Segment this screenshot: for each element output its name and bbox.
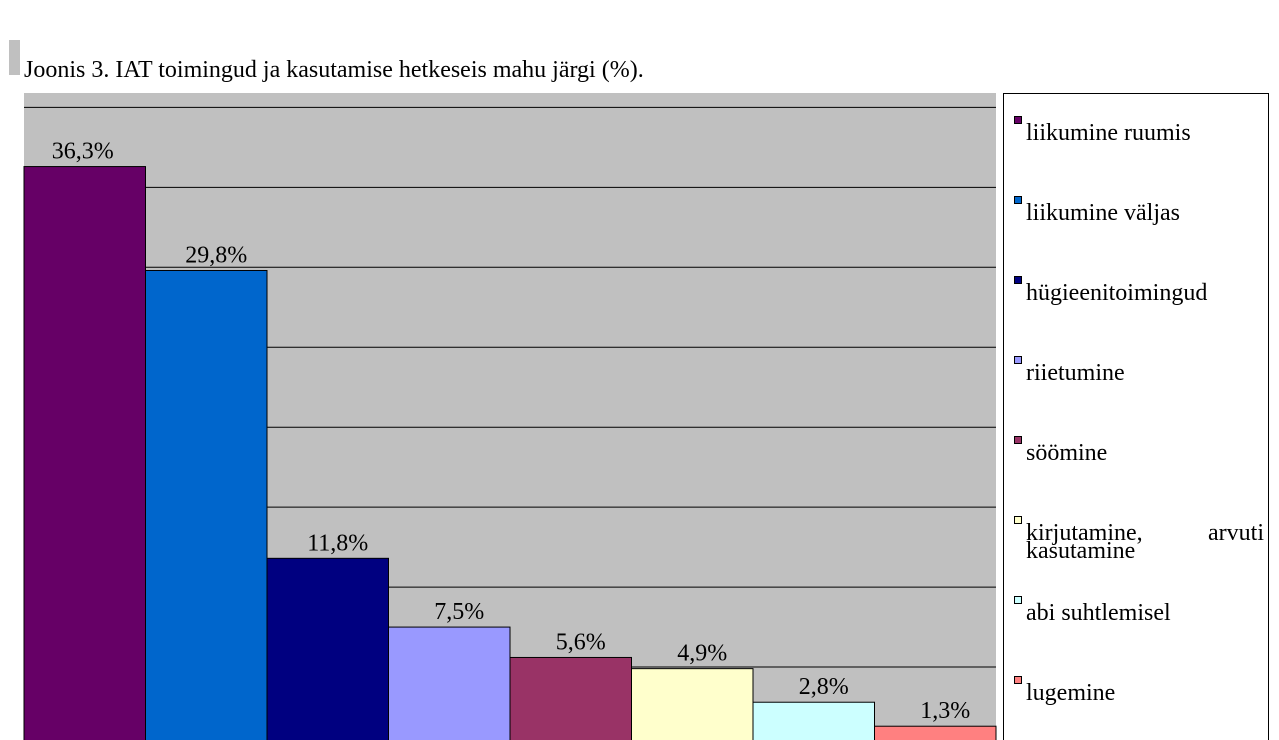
legend-label: abi suhtlemisel [1026,600,1171,626]
bar [752,701,875,740]
legend-item: liikumine väljas [1014,196,1264,226]
legend-swatch [1014,596,1022,604]
legend-item: abi suhtlemisel [1014,596,1264,626]
legend-item: lugemine [1014,676,1264,706]
marker [9,40,20,75]
bar [631,668,754,740]
legend-swatch [1014,516,1022,524]
legend-swatch [1014,196,1022,204]
legend-swatch [1014,116,1022,124]
legend-label: liikumine väljas [1026,200,1180,226]
legend-swatch [1014,436,1022,444]
legend-label: kirjutamine, arvuti kasutamine [1026,520,1264,564]
data-label: 11,8% [307,530,368,556]
data-label: 5,6% [556,629,606,655]
legend: liikumine ruumis liikumine väljas hügieeni… [1003,93,1269,740]
legend-label: söömine [1026,440,1108,466]
data-label: 7,5% [434,599,484,625]
legend-label: riietumine [1026,360,1125,386]
chart-title: Joonis 3. IAT toimingud ja kasutamise he… [24,57,644,83]
data-label: 4,9% [677,641,727,667]
bar [145,269,268,740]
legend-label: hügieenitoimingud [1026,280,1208,306]
legend-swatch [1014,276,1022,284]
legend-item: riietumine [1014,356,1264,386]
bar [23,166,146,740]
data-label: 29,8% [185,242,247,268]
chart: 36,3% 29,8% 11,8% 7,5% 5,6% 4,9% 2,8% 1,3% [23,93,997,740]
bar [266,557,389,740]
bar [874,725,997,740]
legend-item: hügieenitoimingud [1014,276,1264,306]
bar [509,656,632,740]
legend-item: kirjutamine, arvuti kasutamine [1014,516,1264,564]
legend-swatch [1014,356,1022,364]
legend-swatch [1014,676,1022,684]
data-label: 1,3% [920,698,970,724]
data-label: 36,3% [52,139,114,165]
bar [388,626,511,740]
data-label: 2,8% [799,674,849,700]
legend-item: liikumine ruumis [1014,116,1264,146]
legend-item: söömine [1014,436,1264,466]
legend-label: liikumine ruumis [1026,120,1191,146]
legend-label: lugemine [1026,680,1116,706]
